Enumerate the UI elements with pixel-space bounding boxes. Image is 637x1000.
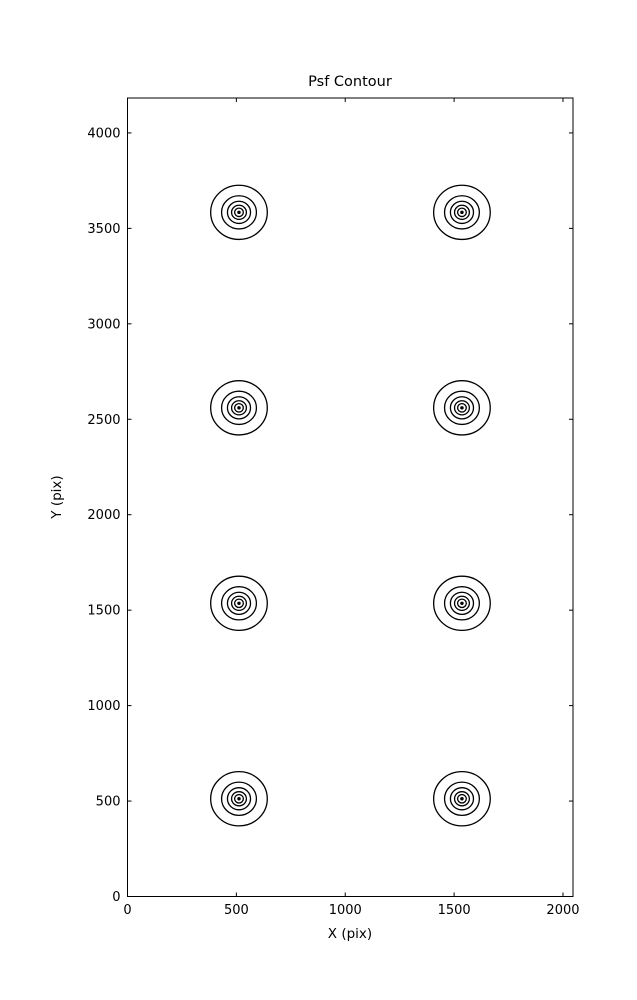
contour-ring	[226, 591, 252, 616]
contour-center-dot	[460, 601, 464, 606]
y-tick-label: 3000	[87, 317, 120, 332]
y-tick-label: 500	[96, 795, 121, 810]
contour-center-dot	[237, 406, 241, 410]
contour-ring	[449, 200, 475, 225]
psf-contour-cluster	[432, 771, 491, 827]
y-axis-label: Y (pix)	[49, 475, 65, 519]
chart-title: Psf Contour	[308, 74, 392, 90]
y-tick-label: 4000	[87, 126, 120, 141]
contour-ring	[210, 771, 268, 827]
contour-ring	[432, 380, 491, 436]
y-tick-label: 3500	[87, 222, 120, 237]
contour-ring	[230, 791, 248, 807]
contour-ring	[230, 595, 248, 612]
contour-center-dot	[237, 601, 241, 606]
contour-ring	[449, 396, 475, 420]
contour-ring	[220, 195, 258, 230]
contour-ring	[233, 207, 244, 218]
y-tick-label: 1500	[87, 604, 120, 619]
contour-ring	[443, 195, 481, 230]
contour-ring	[449, 591, 475, 616]
contour-ring	[226, 396, 252, 420]
psf-contour-cluster	[210, 771, 268, 827]
contour-ring	[220, 781, 258, 817]
contour-ring	[226, 200, 252, 225]
psf-contour-cluster	[210, 575, 268, 632]
contour-center-dot	[460, 210, 464, 215]
contour-center-dot	[460, 406, 464, 410]
y-tick-label: 2500	[87, 413, 120, 428]
contour-ring	[443, 781, 481, 817]
contour-center-dot	[237, 210, 241, 215]
contour-ring	[453, 400, 471, 416]
x-tick-label: 1500	[438, 903, 471, 918]
contour-ring	[233, 402, 244, 413]
contour-ring	[226, 787, 252, 811]
psf-contour-cluster	[210, 380, 268, 436]
contour-ring	[453, 204, 471, 221]
contour-ring	[432, 771, 491, 827]
contour-ring	[453, 791, 471, 807]
contour-ring	[443, 586, 481, 621]
contour-ring	[432, 184, 491, 241]
contour-ring	[432, 575, 491, 632]
psf-contour-cluster	[432, 184, 491, 241]
contour-ring	[220, 390, 258, 426]
x-tick-label: 0	[123, 903, 131, 918]
contour-ring	[210, 184, 268, 241]
contour-ring	[449, 787, 475, 811]
contour-ring	[230, 204, 248, 221]
contour-center-dot	[237, 797, 241, 801]
y-tick-label: 1000	[87, 699, 120, 714]
y-tick-label: 0	[112, 890, 120, 905]
contour-ring	[230, 400, 248, 416]
axes-frame	[127, 97, 574, 897]
x-tick-label: 1000	[329, 903, 362, 918]
contour-ring	[220, 586, 258, 621]
psf-contour-cluster	[210, 184, 268, 241]
contour-ring	[210, 380, 268, 436]
contour-ring	[210, 575, 268, 632]
contour-ring	[233, 793, 244, 804]
x-axis-label: X (pix)	[327, 926, 373, 942]
contour-center-dot	[460, 797, 464, 801]
contour-ring	[456, 793, 467, 804]
contour-ring	[456, 207, 467, 218]
y-tick-label: 2000	[87, 508, 120, 523]
contour-ring	[233, 598, 244, 609]
contour-ring	[453, 595, 471, 612]
x-tick-label: 500	[224, 903, 249, 918]
contour-ring	[456, 598, 467, 609]
contour-ring	[443, 390, 481, 426]
contour-ring	[456, 402, 467, 413]
x-tick-label: 2000	[546, 903, 579, 918]
psf-contour-cluster	[432, 380, 491, 436]
psf-contour-cluster	[432, 575, 491, 632]
